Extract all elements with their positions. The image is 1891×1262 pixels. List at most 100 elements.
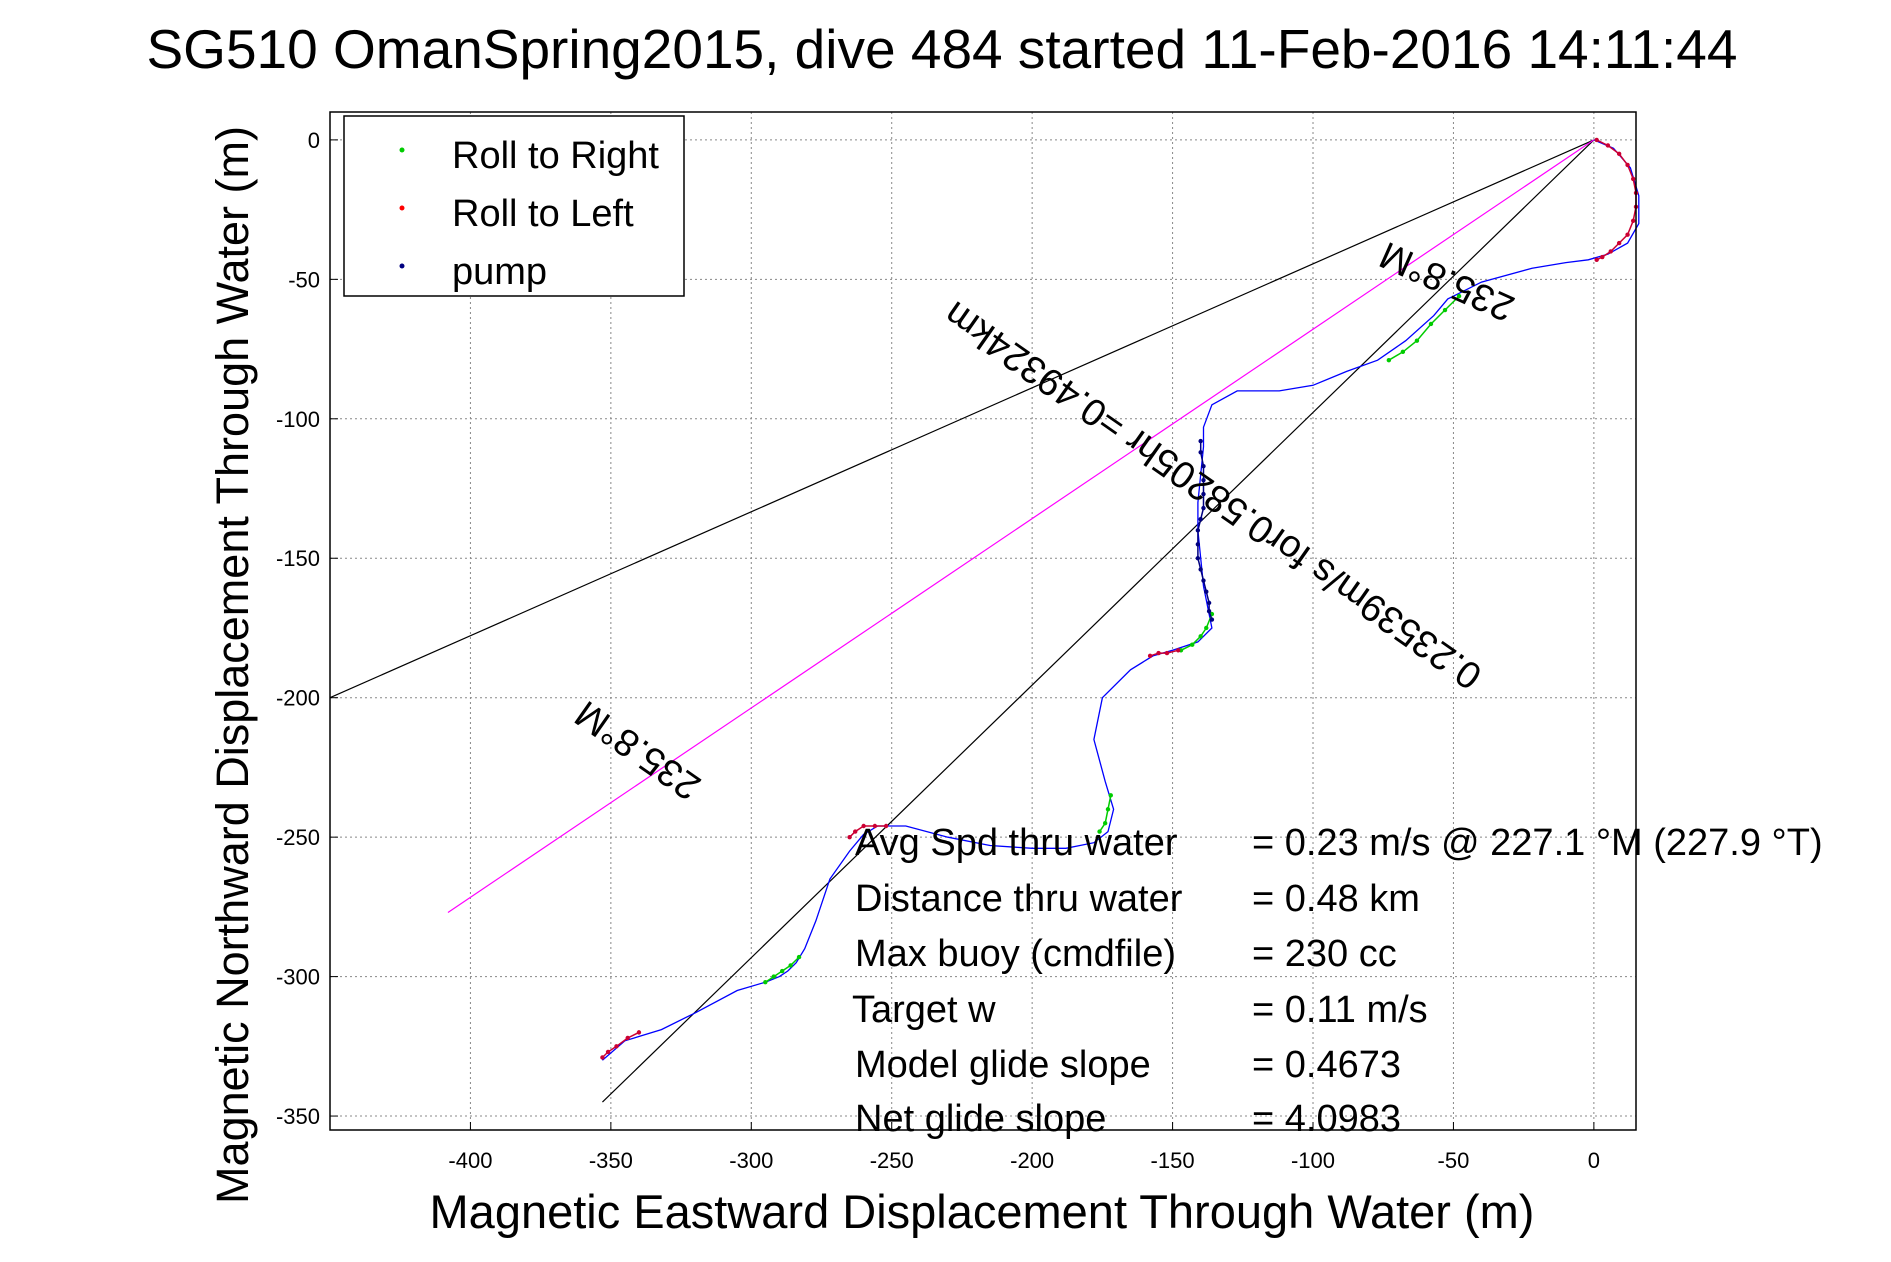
- roll-left-point: [1594, 257, 1599, 263]
- pump-point: [1201, 491, 1206, 497]
- roll-left-point: [1164, 650, 1170, 656]
- y-axis-label: Magnetic Northward Displacement Through …: [207, 126, 258, 1204]
- roll-left-point: [853, 829, 858, 834]
- y-tick-label: -150: [276, 546, 320, 571]
- y-tick-label: -50: [288, 267, 320, 292]
- x-tick-label: -100: [1291, 1148, 1335, 1173]
- roll-left-point: [1600, 254, 1605, 260]
- reference-line-1: [602, 139, 1595, 1103]
- y-tick-label: -300: [276, 965, 320, 990]
- pump-point: [1209, 617, 1215, 622]
- track-line: [601, 139, 1640, 1061]
- dive-stats: Avg Spd thru water = 0.23 m/s @ 227.1 °M…: [852, 822, 1823, 1140]
- x-tick-label: -250: [870, 1148, 914, 1173]
- roll-left-point: [847, 834, 852, 840]
- roll-right-point: [796, 954, 802, 960]
- pump-point: [1201, 505, 1206, 511]
- roll-left-point: [636, 1030, 642, 1035]
- stat-value-net-glide: = 4.0983: [1252, 1098, 1401, 1140]
- legend: Roll to Right Roll to Left pump: [343, 115, 685, 297]
- roll-right-segment: [1098, 795, 1112, 833]
- legend-marker-roll-left: [399, 205, 405, 211]
- roll-right-point: [1108, 793, 1113, 798]
- roll-right-point: [788, 963, 793, 968]
- roll-right-point: [1414, 338, 1420, 343]
- y-tick-label: 0: [308, 128, 320, 153]
- roll-right-point: [1198, 634, 1203, 639]
- y-tick-label: -100: [276, 407, 320, 432]
- roll-left-point: [614, 1044, 619, 1049]
- y-tick-label: -250: [276, 825, 320, 850]
- plot-frame: [329, 111, 1637, 1131]
- pump-point: [1201, 578, 1206, 583]
- pump-point: [1198, 517, 1203, 522]
- roll-right-point: [1102, 821, 1108, 826]
- stat-value-target-w: = 0.11 m/s: [1252, 989, 1428, 1031]
- roll-right-point: [1386, 358, 1392, 363]
- x-tick-label: 0: [1588, 1148, 1600, 1173]
- roll-left-point: [1608, 249, 1613, 254]
- roll-left-point: [1625, 232, 1630, 237]
- pump-point: [1204, 589, 1209, 594]
- roll-left-point: [625, 1035, 630, 1041]
- dive-track: [601, 139, 1640, 1061]
- legend-label-pump: pump: [452, 251, 547, 293]
- roll-right-point: [1442, 307, 1448, 313]
- pump-point: [1198, 438, 1203, 444]
- roll-right-point: [1400, 349, 1406, 355]
- pump-point: [1198, 567, 1203, 572]
- pump-segment: [1197, 441, 1213, 620]
- roll-left-point: [872, 823, 878, 829]
- stat-label-target-w: Target w: [852, 989, 996, 1031]
- roll-right-point: [771, 974, 776, 979]
- x-tick-label: -300: [729, 1148, 773, 1173]
- roll-left-point: [1156, 650, 1161, 656]
- reference-line-2: [447, 139, 1595, 913]
- y-tick-label: -200: [276, 686, 320, 711]
- pump-point: [1201, 464, 1206, 469]
- roll-right-point: [1190, 642, 1195, 647]
- roll-right-segment: [1388, 295, 1460, 361]
- roll-left-point: [1147, 653, 1153, 659]
- x-axis-label: Magnetic Eastward Displacement Through W…: [430, 1185, 1535, 1238]
- stat-label-model-glide: Model glide slope: [855, 1044, 1151, 1086]
- pump-point: [1198, 450, 1203, 455]
- reference-line-0: [329, 139, 1595, 699]
- x-tick-label: -350: [589, 1148, 633, 1173]
- x-tick-label: -50: [1438, 1148, 1470, 1173]
- legend-marker-pump: [399, 263, 405, 269]
- x-tick-label: -400: [448, 1148, 492, 1173]
- stat-label-net-glide: Net glide slope: [855, 1098, 1106, 1140]
- legend-label-roll-right: Roll to Right: [452, 135, 659, 177]
- y-tick-label: -350: [276, 1104, 320, 1129]
- stat-value-distance: = 0.48 km: [1252, 878, 1420, 920]
- roll-left-segment: [1149, 649, 1179, 657]
- stat-label-max-buoy: Max buoy (cmdfile): [855, 933, 1176, 975]
- pump-point: [1195, 542, 1201, 547]
- roll-right-point: [779, 968, 785, 974]
- roll-left-point: [1616, 151, 1622, 157]
- roll-left-point: [1630, 218, 1636, 223]
- pump-point: [1201, 477, 1206, 483]
- roll-left-point: [1625, 162, 1630, 168]
- stat-value-max-buoy: = 230 cc: [1252, 933, 1397, 975]
- stat-value-model-glide: = 0.4673: [1252, 1044, 1401, 1086]
- x-tick-label: -200: [1010, 1148, 1054, 1173]
- x-tick-label: -150: [1151, 1148, 1195, 1173]
- legend-label-roll-left: Roll to Left: [452, 193, 634, 235]
- chart-title: SG510 OmanSpring2015, dive 484 started 1…: [147, 18, 1738, 80]
- pump-point: [1195, 556, 1201, 561]
- stat-value-avg-speed: = 0.23 m/s @ 227.1 °M (227.9 °T): [1252, 822, 1823, 864]
- roll-right-point: [1456, 293, 1462, 299]
- axis-ticks: -400 -350 -300 -250 -200 -150 -100 -50 0 0 -50 -100…: [276, 128, 1600, 1173]
- pump-point: [1206, 609, 1212, 614]
- roll-left-point: [883, 823, 889, 829]
- roll-left-point: [1594, 137, 1599, 143]
- roll-right-point: [1428, 321, 1434, 327]
- roll-right-point: [1204, 625, 1209, 631]
- roll-right-point: [1097, 829, 1102, 834]
- roll-left-point: [605, 1049, 611, 1055]
- roll-left-point: [1605, 143, 1611, 148]
- stat-label-avg-speed: Avg Spd thru water: [855, 822, 1178, 864]
